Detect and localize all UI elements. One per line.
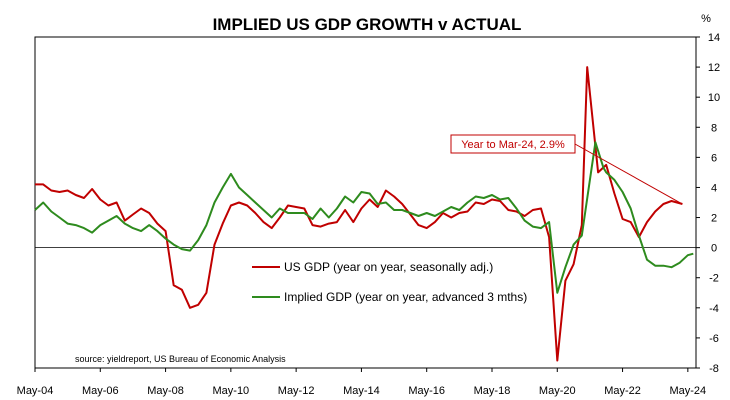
y-tick-label: 10 xyxy=(708,92,720,104)
y-tick-label: -6 xyxy=(709,333,719,345)
annotation-leader-line xyxy=(574,143,683,205)
legend-label-implied-gdp: Implied GDP (year on year, advanced 3 mt… xyxy=(284,290,527,304)
y-tick-label: 8 xyxy=(711,122,717,134)
x-tick-label: May-06 xyxy=(82,385,119,397)
x-tick-label: May-12 xyxy=(278,385,315,397)
x-tick-label: May-24 xyxy=(669,385,706,397)
y-tick-label: -8 xyxy=(709,363,719,375)
y-axis: 14 12 10 8 6 4 2 0 -2 -4 -6 -8 xyxy=(35,32,720,375)
series-line-us-gdp xyxy=(35,66,683,362)
y-tick-label: -2 xyxy=(709,273,719,285)
x-tick-label: May-20 xyxy=(539,385,576,397)
annotation-text: Year to Mar-24, 2.9% xyxy=(461,139,565,151)
y-tick-label: 2 xyxy=(711,213,717,225)
x-axis: May-04 May-06 May-08 May-10 May-12 May-14 May-… xyxy=(17,368,706,397)
x-tick-label: May-14 xyxy=(343,385,380,397)
x-tick-label: May-10 xyxy=(213,385,250,397)
series-layer xyxy=(34,66,694,362)
y-tick-label: -4 xyxy=(709,303,719,315)
legend: US GDP (year on year, seasonally adj.) I… xyxy=(252,260,527,304)
y-tick-label: 12 xyxy=(708,62,720,74)
x-tick-label: May-22 xyxy=(604,385,641,397)
x-tick-label: May-18 xyxy=(474,385,511,397)
y-tick-label: 4 xyxy=(711,182,717,194)
series-line-implied-gdp xyxy=(34,141,694,294)
source-note: source: yieldreport, US Bureau of Econom… xyxy=(75,354,286,364)
y-axis-unit-label: % xyxy=(701,13,711,25)
chart-title: IMPLIED US GDP GROWTH v ACTUAL xyxy=(213,15,522,34)
annotation: Year to Mar-24, 2.9% xyxy=(450,134,683,205)
y-tick-label: 0 xyxy=(711,243,717,255)
plot-area-border xyxy=(34,36,697,369)
legend-label-us-gdp: US GDP (year on year, seasonally adj.) xyxy=(284,260,493,274)
y-tick-label: 14 xyxy=(708,32,720,44)
annotation-box xyxy=(450,134,576,154)
x-tick-label: May-08 xyxy=(147,385,184,397)
x-tick-label: May-16 xyxy=(408,385,445,397)
x-tick-label: May-04 xyxy=(17,385,54,397)
y-tick-label: 6 xyxy=(711,152,717,164)
